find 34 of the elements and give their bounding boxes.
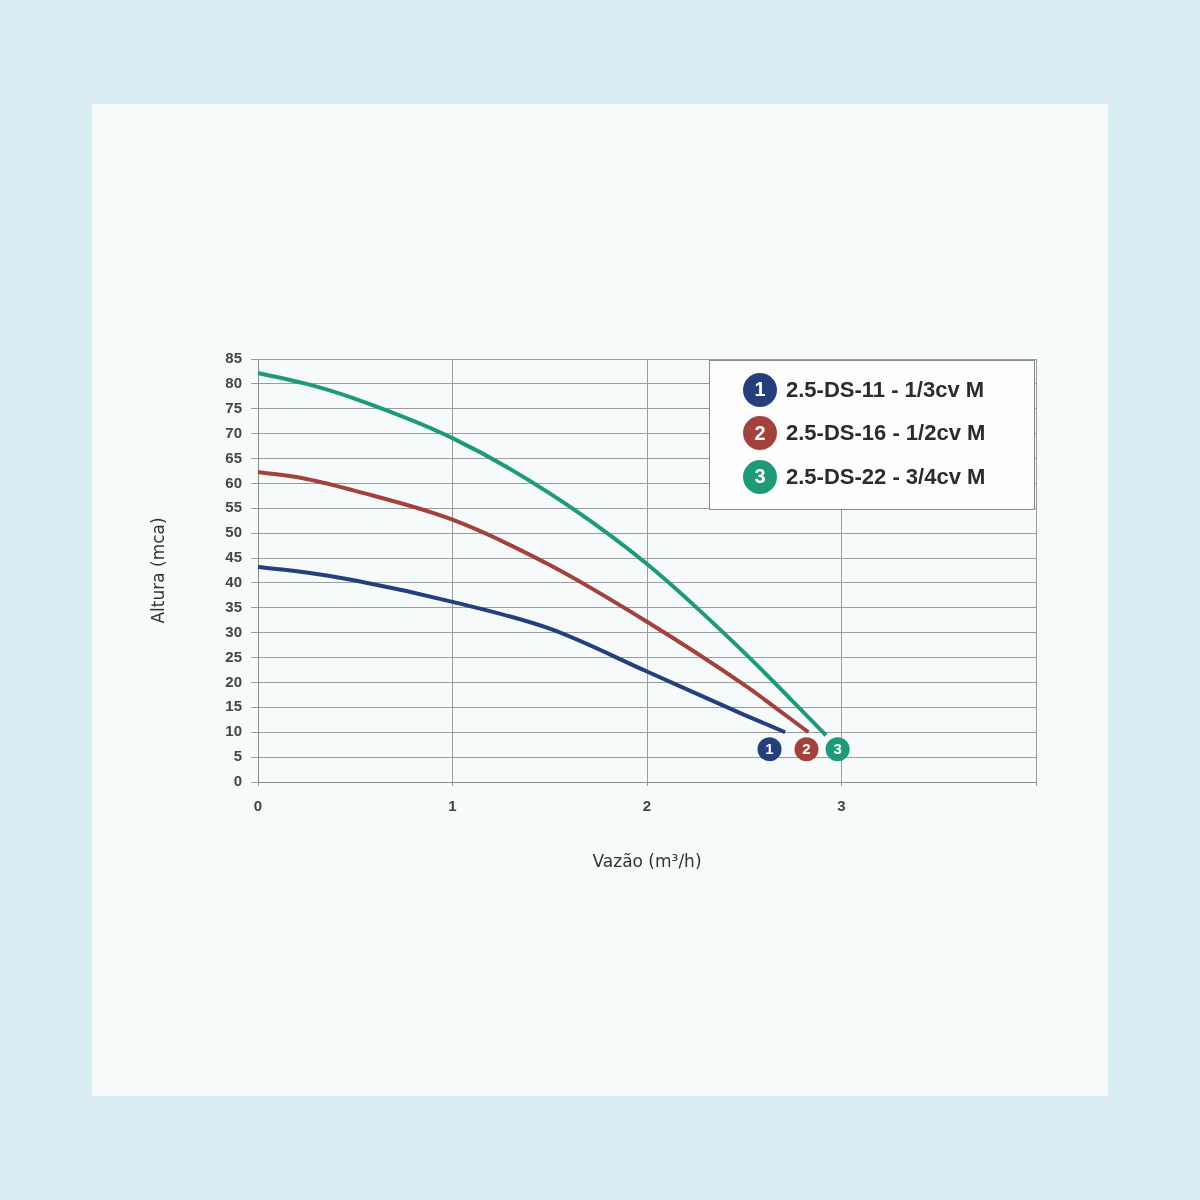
line-series xyxy=(256,565,788,735)
y-tick-label: 35 xyxy=(225,597,242,615)
annotation: 1 xyxy=(765,740,774,758)
y-tick-label: 45 xyxy=(225,548,242,566)
x-tick-label: 3 xyxy=(837,797,846,815)
y-tick-label: 40 xyxy=(225,573,242,591)
y-tick-label: 0 xyxy=(233,772,242,790)
text: 2 xyxy=(754,421,766,444)
text: 3 xyxy=(754,465,766,488)
y-tick-label: 10 xyxy=(225,722,242,740)
legend-label: 2.5-DS-11 - 1/3cv M xyxy=(786,376,985,403)
y-axis-title: Altura (mca) xyxy=(147,517,168,624)
y-tick-label: 70 xyxy=(225,423,242,441)
y-tick-label: 15 xyxy=(225,697,242,715)
y-tick-label: 25 xyxy=(225,647,242,665)
legend-label: 2.5-DS-22 - 3/4cv M xyxy=(786,463,986,490)
y-tick-label: 50 xyxy=(225,523,242,541)
x-tick-label: 1 xyxy=(448,797,457,815)
text: 1 xyxy=(754,378,766,401)
y-tick-label: 55 xyxy=(225,498,242,516)
y-tick-label: 30 xyxy=(225,622,242,640)
x-tick-label: 0 xyxy=(253,797,263,815)
annotation: 3 xyxy=(833,740,842,758)
y-tick-label: 80 xyxy=(225,374,242,392)
y-tick-label: 20 xyxy=(225,672,242,690)
y-tick-label: 5 xyxy=(233,747,242,765)
annotation: 2 xyxy=(802,740,811,758)
x-tick-label: 2 xyxy=(642,797,652,815)
y-tick-label: 85 xyxy=(225,349,242,367)
x-axis-title: Vazão (m³/h) xyxy=(592,851,702,872)
y-tick-label: 60 xyxy=(225,473,242,491)
y-tick-label: 65 xyxy=(225,448,242,466)
y-tick-label: 75 xyxy=(225,398,242,416)
legend-label: 2.5-DS-16 - 1/2cv M xyxy=(786,420,986,447)
